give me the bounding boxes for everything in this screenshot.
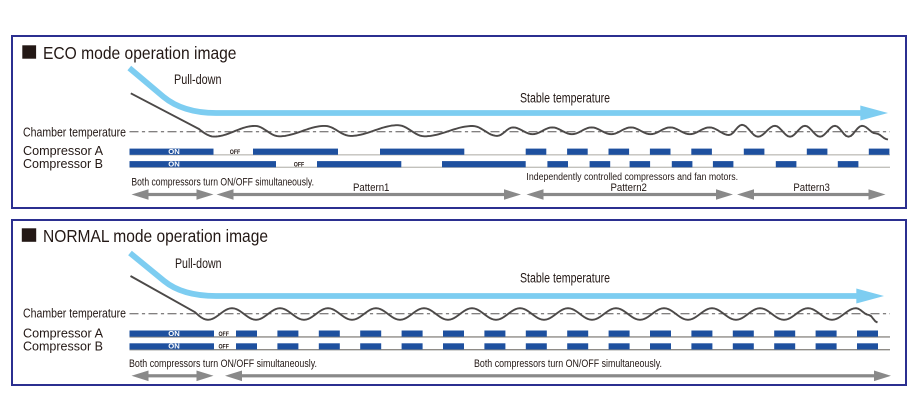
svg-text:ON: ON: [168, 159, 180, 168]
svg-text:Compressor B: Compressor B: [23, 338, 103, 353]
svg-text:Chamber temperature: Chamber temperature: [23, 124, 126, 139]
svg-text:OFF: OFF: [218, 344, 229, 351]
svg-text:Independently controlled compr: Independently controlled compressors and…: [526, 172, 738, 183]
svg-text:Stable temperature: Stable temperature: [520, 270, 610, 285]
svg-text:ON: ON: [168, 329, 180, 338]
svg-text:ECO mode operation image: ECO mode operation image: [43, 43, 237, 63]
svg-text:Compressor A: Compressor A: [23, 143, 103, 158]
svg-text:Pattern3: Pattern3: [793, 182, 830, 194]
svg-text:NORMAL mode operation image: NORMAL mode operation image: [43, 226, 268, 246]
svg-text:Pull-down: Pull-down: [174, 72, 222, 87]
svg-text:Pull-down: Pull-down: [175, 256, 222, 271]
svg-text:Both compressors turn ON/OFF s: Both compressors turn ON/OFF simultaneou…: [131, 177, 314, 189]
svg-text:Compressor A: Compressor A: [23, 326, 103, 341]
svg-text:Both compressors turn ON/OFF s: Both compressors turn ON/OFF simultaneou…: [474, 358, 662, 370]
svg-text:Chamber temperature: Chamber temperature: [23, 306, 126, 321]
svg-text:Pattern2: Pattern2: [610, 182, 647, 194]
svg-text:OFF: OFF: [218, 331, 229, 338]
svg-text:Both compressors turn ON/OFF s: Both compressors turn ON/OFF simultaneou…: [129, 358, 317, 370]
svg-text:OFF: OFF: [294, 161, 305, 168]
svg-text:ON: ON: [168, 147, 180, 156]
svg-text:Stable temperature: Stable temperature: [520, 90, 610, 105]
svg-text:Compressor B: Compressor B: [23, 156, 103, 171]
svg-text:Pattern1: Pattern1: [353, 182, 390, 194]
svg-text:OFF: OFF: [230, 149, 241, 156]
svg-text:ON: ON: [168, 342, 180, 351]
